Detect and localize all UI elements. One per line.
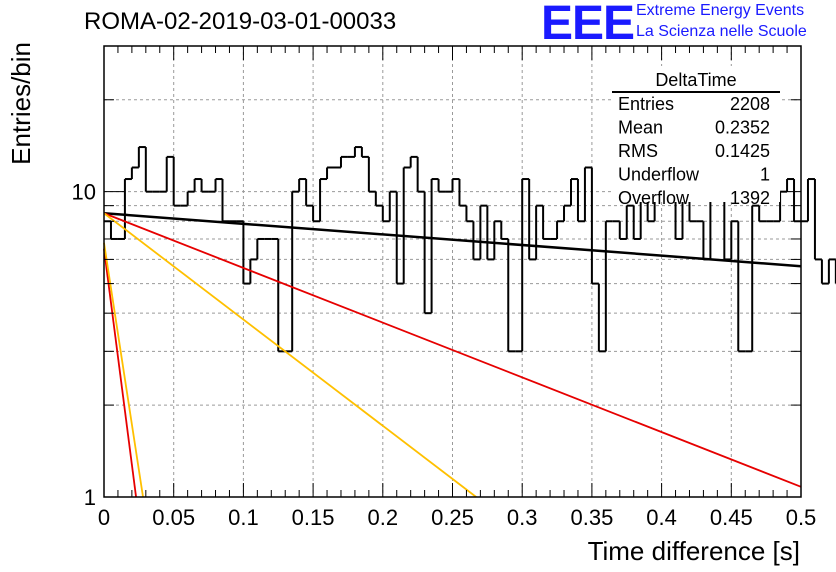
x-tick-label: 0.5: [786, 505, 817, 530]
x-tick-label: 0.05: [152, 505, 195, 530]
x-axis-title: Time difference [s]: [588, 536, 800, 566]
stats-label: Underflow: [618, 165, 700, 185]
x-tick-label: 0.3: [507, 505, 538, 530]
fit-line-5: [103, 242, 144, 498]
fit-line-4: [103, 248, 137, 498]
fit-lines: [103, 211, 802, 498]
histogram-series: [104, 146, 836, 353]
x-tick-label: 0.45: [710, 505, 753, 530]
stats-value: 2208: [730, 94, 770, 114]
stats-label: Entries: [618, 94, 674, 114]
stats-value: 0.1425: [715, 141, 770, 161]
stats-label: Mean: [618, 118, 663, 138]
axis-ticks: [103, 46, 802, 497]
tick-labels: 0 0.05 0.1 0.15 0.2 0.25 0.3 0.35 0.4 0.45 0.5 1 10: [72, 180, 817, 530]
x-tick-label: 0.15: [292, 505, 335, 530]
eee-logo: EEE: [541, 0, 635, 50]
stats-box-title: DeltaTime: [655, 70, 736, 90]
y-tick-label: 1: [84, 485, 96, 510]
fit-line-2: [103, 212, 802, 488]
y-axis-title: Entries/bin: [6, 42, 36, 165]
x-tick-label: 0.35: [570, 505, 613, 530]
stats-value: 1392: [730, 188, 770, 208]
stats-label: Overflow: [618, 188, 690, 208]
x-tick-label: 0.25: [431, 505, 474, 530]
x-tick-label: 0.2: [368, 505, 399, 530]
x-tick-label: 0.1: [228, 505, 259, 530]
chart-title: ROMA-02-2019-03-01-00033: [84, 8, 397, 35]
logo-text-line1: Extreme Energy Events: [636, 2, 805, 19]
x-tick-label: 0.4: [646, 505, 677, 530]
x-tick-label: 0: [98, 505, 110, 530]
stats-box: DeltaTime Entries 2208 Mean 0.2352 RMS 0.1425…: [612, 66, 780, 208]
fit-line-3: [103, 212, 477, 498]
y-tick-label: 10: [72, 180, 96, 205]
fit-line-1: [103, 211, 802, 268]
logo-text-line2: La Scienza nelle Scuole: [636, 23, 807, 40]
stats-label: RMS: [618, 141, 658, 161]
stats-value: 0.2352: [715, 118, 770, 138]
stats-value: 1: [760, 165, 770, 185]
